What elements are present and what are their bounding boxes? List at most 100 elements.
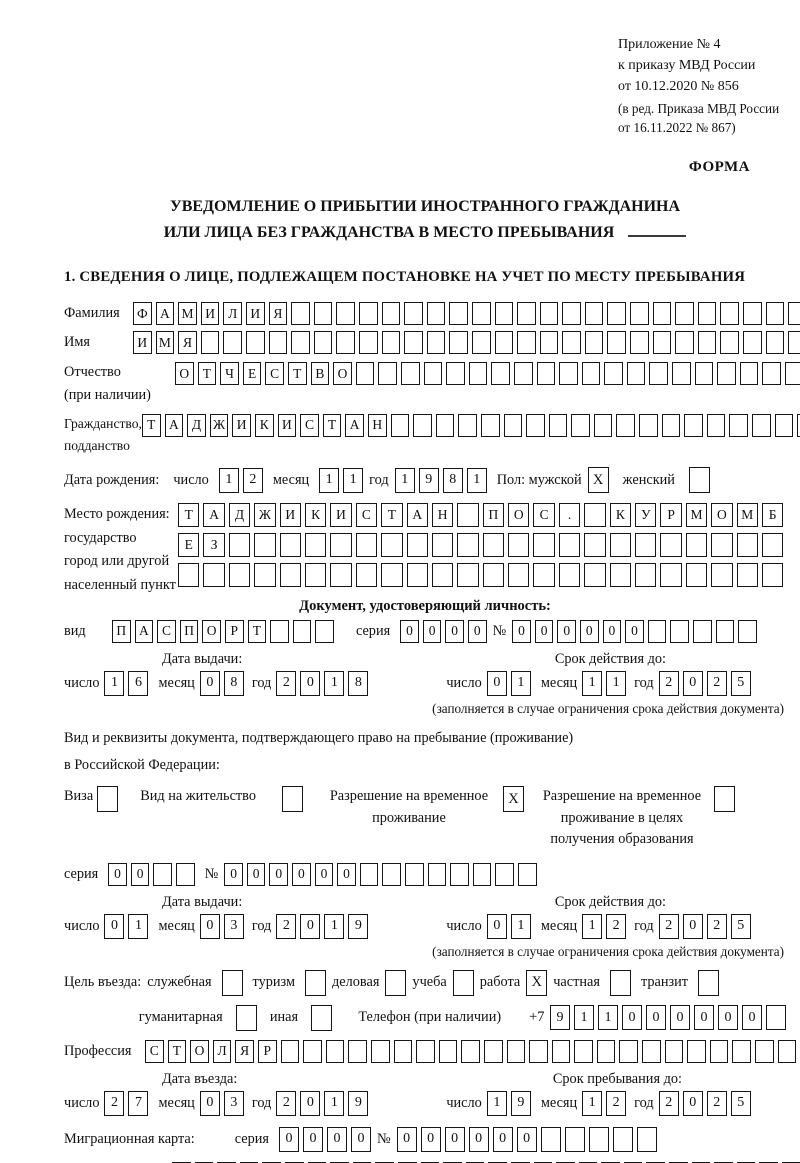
char-cell[interactable]: 0 xyxy=(444,1126,465,1152)
char-cell[interactable]: 5 xyxy=(730,1090,751,1116)
char-cell[interactable] xyxy=(717,362,736,386)
char-cell[interactable]: 1 xyxy=(466,467,487,493)
char-cell[interactable] xyxy=(558,533,581,558)
char-cell[interactable] xyxy=(304,563,327,588)
char-cell[interactable]: 0 xyxy=(682,913,703,939)
char-cell[interactable] xyxy=(711,533,733,558)
char-cell[interactable]: С xyxy=(265,362,284,386)
char-cell[interactable]: 1 xyxy=(582,670,603,696)
char-cell[interactable]: 0 xyxy=(303,1126,323,1152)
purpose-other-checkbox[interactable] xyxy=(311,1004,333,1031)
char-cell[interactable] xyxy=(584,533,606,558)
char-cell[interactable] xyxy=(472,862,492,886)
char-cell[interactable]: 0 xyxy=(400,619,419,643)
char-cell[interactable] xyxy=(426,331,446,355)
char-cell[interactable] xyxy=(609,563,632,588)
char-cell[interactable]: 0 xyxy=(534,619,554,643)
char-cell[interactable] xyxy=(691,1161,711,1163)
char-cell[interactable] xyxy=(416,1039,435,1063)
char-cell[interactable] xyxy=(280,1039,300,1063)
char-cell[interactable] xyxy=(303,1039,322,1063)
char-cell[interactable]: 0 xyxy=(645,1005,666,1031)
char-cell[interactable] xyxy=(788,302,800,326)
char-cell[interactable]: 1 xyxy=(597,1005,618,1031)
char-cell[interactable] xyxy=(743,331,762,355)
char-cell[interactable] xyxy=(736,563,758,588)
char-cell[interactable] xyxy=(517,331,536,355)
sex-male-checkbox[interactable]: X xyxy=(587,467,609,494)
char-cell[interactable] xyxy=(670,619,689,643)
char-cell[interactable]: 1 xyxy=(319,467,340,493)
char-cell[interactable] xyxy=(508,533,530,558)
char-cell[interactable] xyxy=(406,563,428,588)
char-cell[interactable]: 2 xyxy=(217,1161,236,1163)
char-cell[interactable]: 0 xyxy=(682,670,703,696)
char-cell[interactable]: О xyxy=(190,1039,209,1063)
char-cell[interactable] xyxy=(609,533,632,558)
char-cell[interactable]: А xyxy=(203,503,225,528)
char-cell[interactable] xyxy=(443,1161,462,1163)
char-cell[interactable] xyxy=(381,331,401,355)
char-cell[interactable] xyxy=(581,362,601,386)
char-cell[interactable]: Д xyxy=(228,503,251,528)
char-cell[interactable] xyxy=(619,1039,639,1063)
char-cell[interactable]: 1 xyxy=(324,1090,345,1116)
char-cell[interactable]: 0 xyxy=(516,1126,537,1152)
char-cell[interactable] xyxy=(649,362,669,386)
char-cell[interactable] xyxy=(284,1161,304,1163)
char-cell[interactable]: 1 xyxy=(394,467,415,493)
char-cell[interactable] xyxy=(761,563,784,588)
char-cell[interactable]: 2 xyxy=(276,1090,297,1116)
char-cell[interactable] xyxy=(336,302,355,326)
char-cell[interactable]: М xyxy=(178,302,197,326)
char-cell[interactable]: 1 xyxy=(194,1161,214,1163)
char-cell[interactable] xyxy=(788,331,800,355)
char-cell[interactable] xyxy=(755,1039,774,1063)
char-cell[interactable]: 0 xyxy=(625,619,644,643)
char-cell[interactable]: 0 xyxy=(199,670,220,696)
char-cell[interactable]: В xyxy=(310,362,330,386)
char-cell[interactable] xyxy=(449,302,468,326)
char-cell[interactable] xyxy=(457,563,479,588)
char-cell[interactable]: П xyxy=(482,503,505,528)
char-cell[interactable] xyxy=(438,1039,458,1063)
char-cell[interactable] xyxy=(635,533,657,558)
char-cell[interactable]: 0 xyxy=(580,619,599,643)
char-cell[interactable] xyxy=(178,563,200,588)
char-cell[interactable] xyxy=(797,413,800,437)
char-cell[interactable] xyxy=(355,563,378,588)
char-cell[interactable] xyxy=(630,302,649,326)
char-cell[interactable] xyxy=(508,563,530,588)
char-cell[interactable] xyxy=(270,619,289,643)
char-cell[interactable] xyxy=(517,302,536,326)
char-cell[interactable] xyxy=(513,362,533,386)
char-cell[interactable] xyxy=(176,862,195,886)
char-cell[interactable] xyxy=(720,302,740,326)
char-cell[interactable]: 0 xyxy=(512,619,531,643)
char-cell[interactable] xyxy=(526,413,545,437)
char-cell[interactable] xyxy=(736,533,758,558)
char-cell[interactable]: 9 xyxy=(549,1005,570,1031)
char-cell[interactable]: Т xyxy=(142,413,161,437)
char-cell[interactable]: 2 xyxy=(606,913,627,939)
char-cell[interactable]: Т xyxy=(167,1039,187,1063)
char-cell[interactable] xyxy=(304,533,327,558)
char-cell[interactable]: 0 xyxy=(269,862,289,886)
char-cell[interactable] xyxy=(457,503,479,528)
char-cell[interactable] xyxy=(601,1161,620,1163)
char-cell[interactable]: А xyxy=(406,503,428,528)
sex-female-checkbox[interactable] xyxy=(688,467,710,494)
char-cell[interactable] xyxy=(393,1039,413,1063)
char-cell[interactable] xyxy=(738,619,757,643)
char-cell[interactable] xyxy=(675,331,694,355)
char-cell[interactable] xyxy=(588,1126,609,1152)
char-cell[interactable]: 0 xyxy=(396,1126,417,1152)
char-cell[interactable]: 0 xyxy=(104,913,125,939)
char-cell[interactable]: 0 xyxy=(467,619,487,643)
char-cell[interactable]: Р xyxy=(660,503,682,528)
char-cell[interactable]: 1 xyxy=(582,913,603,939)
char-cell[interactable] xyxy=(461,1039,480,1063)
char-cell[interactable]: 9 xyxy=(348,913,369,939)
char-cell[interactable] xyxy=(765,331,785,355)
char-cell[interactable] xyxy=(228,533,251,558)
